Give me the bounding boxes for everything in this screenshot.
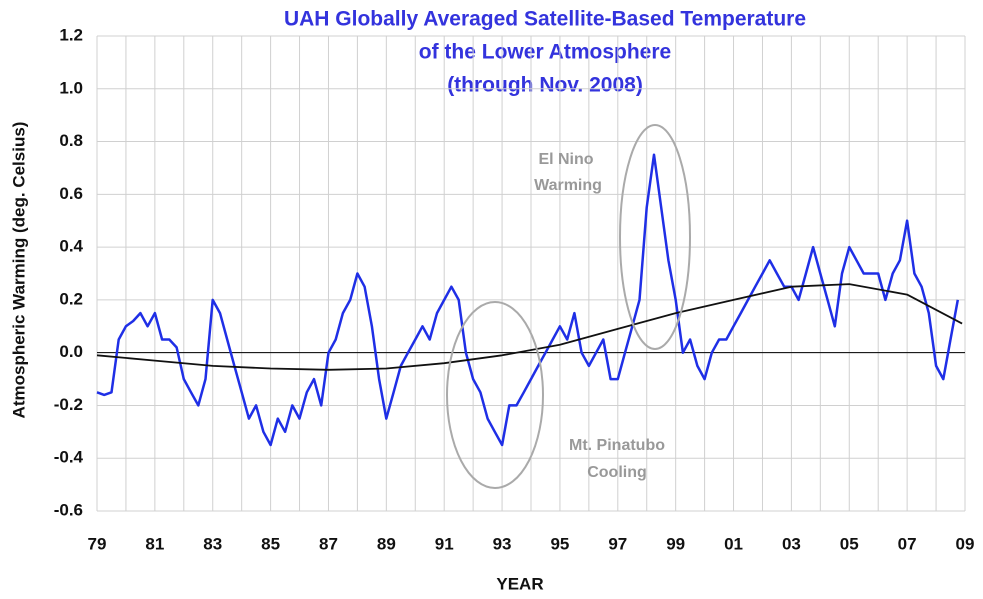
- x-tick-label: 85: [261, 534, 280, 553]
- y-tick-label: -0.2: [54, 395, 83, 414]
- plot: [96, 153, 963, 447]
- x-tick-label: 05: [840, 534, 859, 553]
- y-tick-label: 1.2: [59, 25, 83, 44]
- annotation: El Nino: [538, 151, 593, 168]
- chart-title: UAH Globally Averaged Satellite-Based Te…: [284, 8, 806, 31]
- x-tick-label: 01: [724, 534, 743, 553]
- x-tick-label: 97: [608, 534, 627, 553]
- annotation: Cooling: [587, 464, 647, 481]
- trend-line: [96, 283, 963, 371]
- grid: [96, 35, 966, 512]
- x-tick-label: 99: [666, 534, 685, 553]
- y-tick-label: 0.4: [59, 237, 83, 256]
- y-axis-label: Atmospheric Warming (deg. Celsius): [9, 122, 28, 419]
- x-tick-label: 81: [145, 534, 164, 553]
- x-axis-label: YEAR: [496, 574, 543, 593]
- x-tick-label: 87: [319, 534, 338, 553]
- x-tick-label: 95: [550, 534, 569, 553]
- x-tick-label: 03: [782, 534, 801, 553]
- x-tick-label: 09: [956, 534, 975, 553]
- chart-title: (through Nov. 2008): [447, 74, 643, 97]
- x-tick-label: 91: [435, 534, 454, 553]
- y-tick-label: -0.4: [54, 448, 84, 467]
- x-tick-label: 83: [203, 534, 222, 553]
- annotation: Warming: [534, 177, 602, 194]
- x-tick-label: 07: [898, 534, 917, 553]
- data-line: [96, 153, 960, 447]
- y-tick-label: 0.6: [59, 184, 83, 203]
- x-tick-label: 93: [493, 534, 512, 553]
- chart-title: of the Lower Atmosphere: [419, 41, 671, 64]
- y-tick-label: 0.2: [59, 289, 83, 308]
- y-tick-label: 0.8: [59, 131, 83, 150]
- y-tick-label: 1.0: [59, 78, 83, 97]
- x-tick-label: 89: [377, 534, 396, 553]
- pinatubo-ellipse: [446, 301, 544, 489]
- annotation: Mt. Pinatubo: [569, 437, 665, 454]
- el-nino-ellipse: [619, 124, 691, 350]
- y-tick-label: -0.6: [54, 500, 83, 519]
- y-tick-label: 0.0: [59, 342, 83, 361]
- x-tick-label: 79: [88, 534, 107, 553]
